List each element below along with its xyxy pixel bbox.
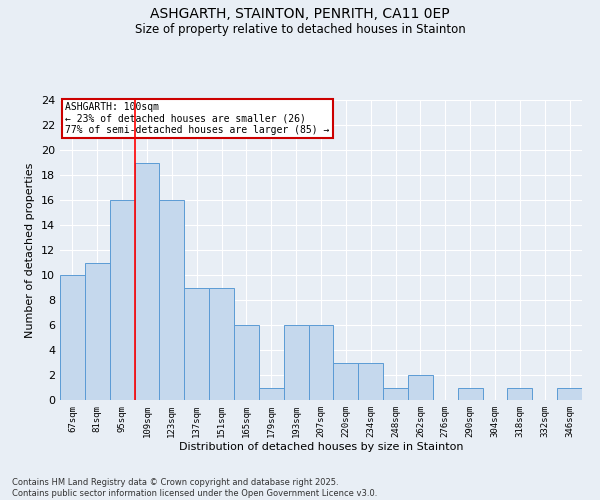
- Text: Contains HM Land Registry data © Crown copyright and database right 2025.
Contai: Contains HM Land Registry data © Crown c…: [12, 478, 377, 498]
- Bar: [259, 388, 284, 400]
- Text: ASHGARTH: 100sqm
← 23% of detached houses are smaller (26)
77% of semi-detached : ASHGARTH: 100sqm ← 23% of detached house…: [65, 102, 329, 134]
- Bar: [234, 325, 259, 400]
- Bar: [85, 262, 110, 400]
- Text: Size of property relative to detached houses in Stainton: Size of property relative to detached ho…: [134, 22, 466, 36]
- Bar: [160, 200, 184, 400]
- Bar: [284, 325, 308, 400]
- Bar: [358, 362, 383, 400]
- Y-axis label: Number of detached properties: Number of detached properties: [25, 162, 35, 338]
- Bar: [334, 362, 358, 400]
- Bar: [184, 288, 209, 400]
- Bar: [408, 375, 433, 400]
- Bar: [60, 275, 85, 400]
- Text: Distribution of detached houses by size in Stainton: Distribution of detached houses by size …: [179, 442, 463, 452]
- Bar: [508, 388, 532, 400]
- Bar: [383, 388, 408, 400]
- Bar: [209, 288, 234, 400]
- Bar: [458, 388, 482, 400]
- Text: ASHGARTH, STAINTON, PENRITH, CA11 0EP: ASHGARTH, STAINTON, PENRITH, CA11 0EP: [150, 8, 450, 22]
- Bar: [557, 388, 582, 400]
- Bar: [134, 162, 160, 400]
- Bar: [110, 200, 134, 400]
- Bar: [308, 325, 334, 400]
